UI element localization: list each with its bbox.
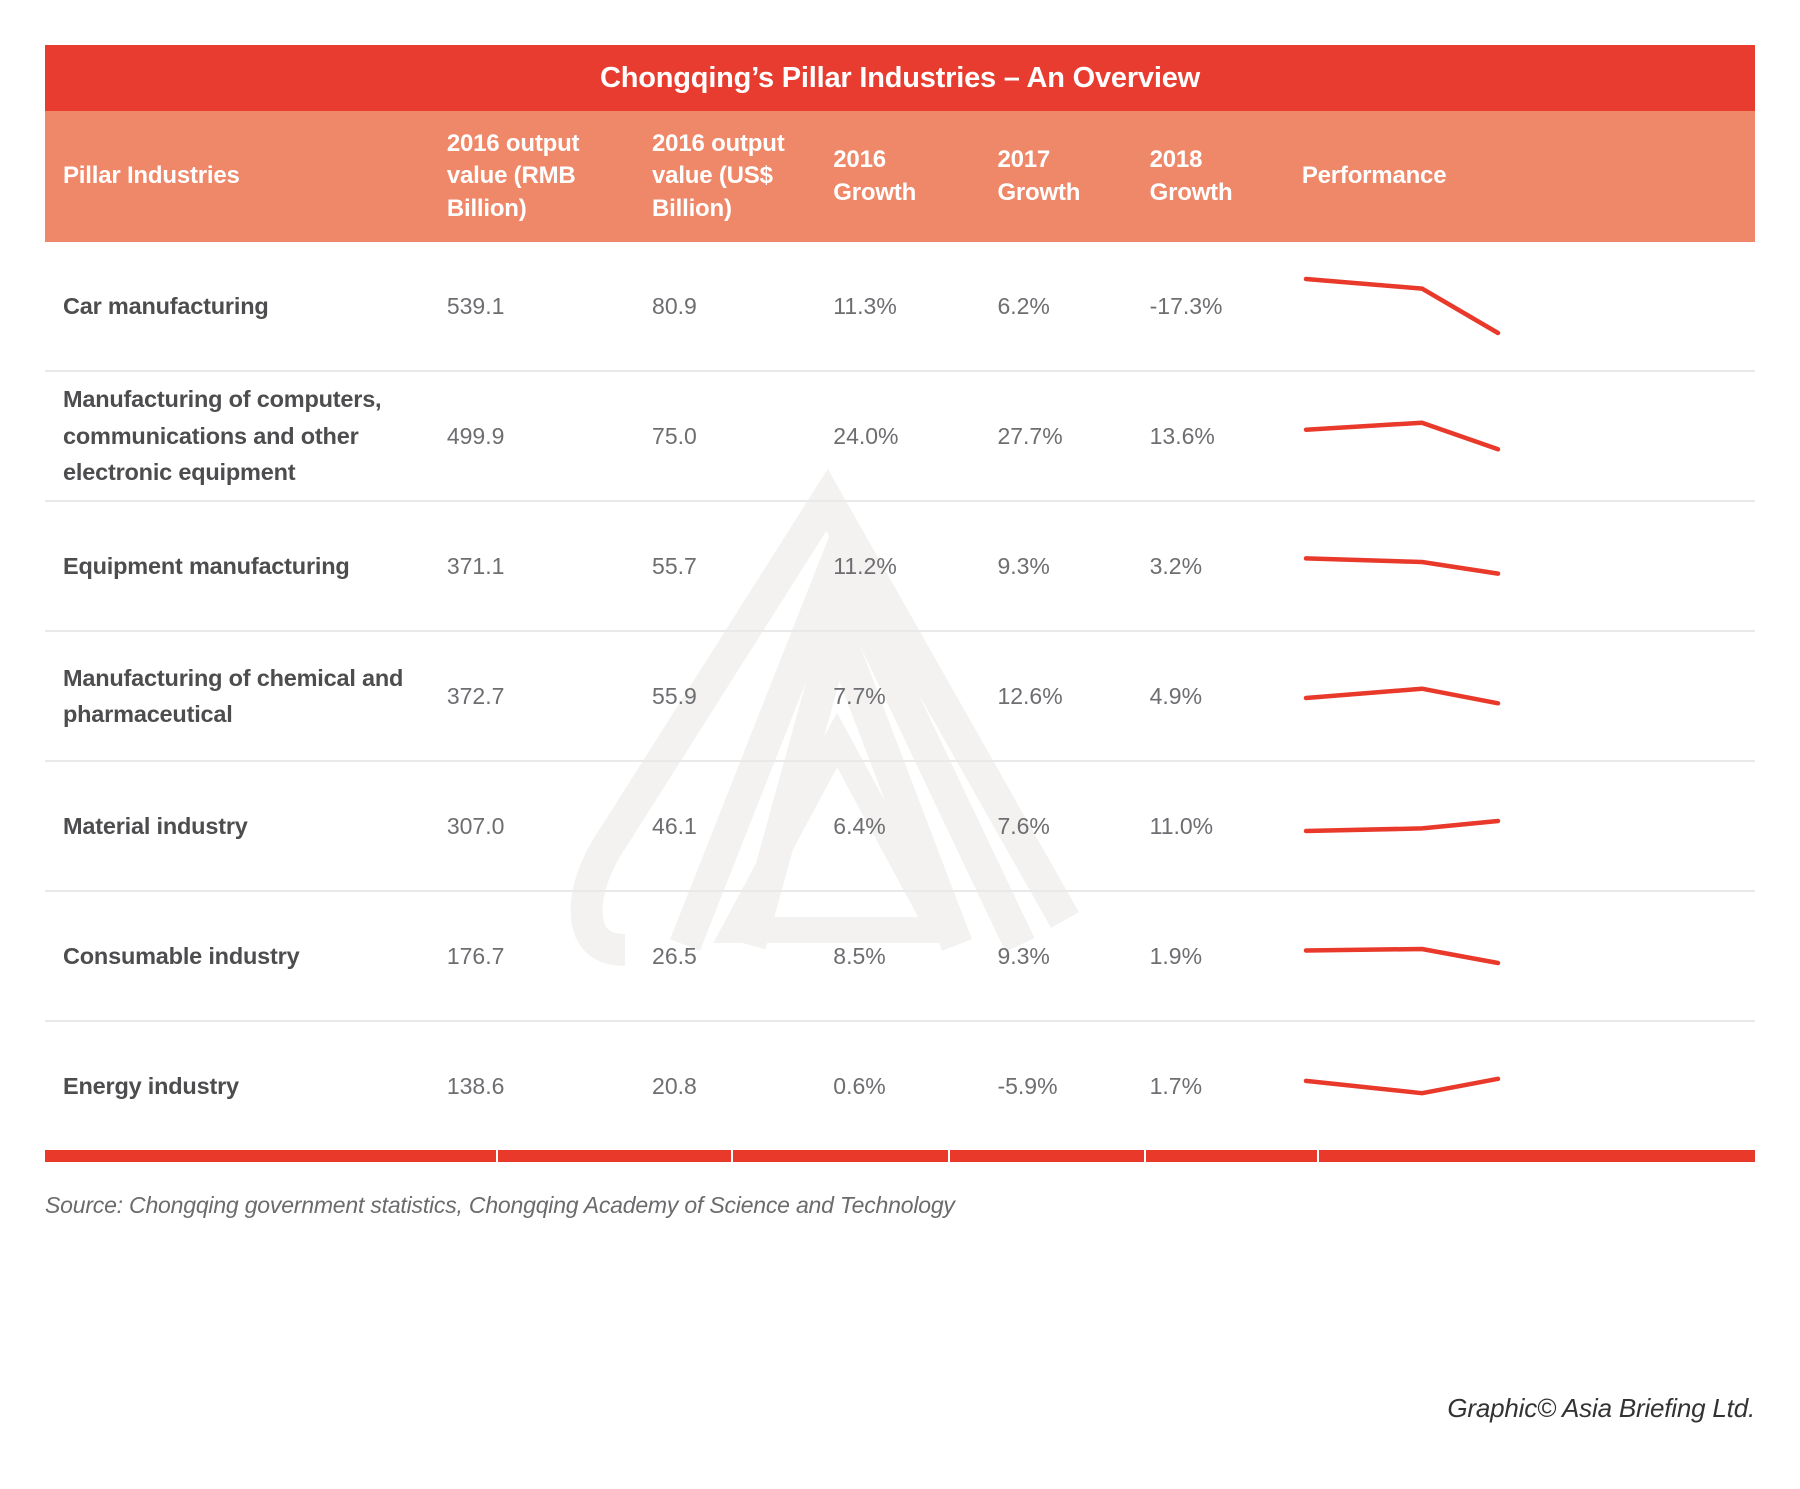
table-row: Material industry 307.0 46.1 6.4% 7.6% 1… — [45, 762, 1755, 892]
header-performance: Performance — [1301, 162, 1447, 190]
output-rmb-value: 372.7 — [446, 682, 505, 709]
header-growth-2017: 2017 Growth — [997, 146, 1081, 206]
growth-2016-value: 7.7% — [833, 682, 886, 709]
table-row: Car manufacturing 539.1 80.9 11.3% 6.2% … — [45, 242, 1755, 372]
bottom-rule-segment — [950, 1150, 1144, 1162]
table-row: Equipment manufacturing 371.1 55.7 11.2%… — [45, 502, 1755, 632]
growth-2018-value: 11.0% — [1149, 812, 1214, 839]
industry-name: Manufacturing of chemical and pharmaceut… — [63, 664, 404, 727]
performance-sparkline-icon — [1303, 946, 1501, 966]
header-output-rmb: 2016 output value (RMB Billion) — [446, 129, 580, 222]
performance-sparkline-icon — [1303, 556, 1501, 576]
growth-2018-value: 13.6% — [1149, 422, 1215, 449]
growth-2018-value: 4.9% — [1149, 682, 1203, 709]
output-rmb-value: 138.6 — [446, 1072, 505, 1099]
output-rmb-value: 499.9 — [446, 422, 505, 449]
table-row: Consumable industry 176.7 26.5 8.5% 9.3%… — [45, 892, 1755, 1022]
output-usd-value: 55.7 — [652, 552, 697, 579]
industry-name: Material industry — [63, 812, 248, 839]
output-usd-value: 55.9 — [652, 682, 697, 709]
source-note: Source: Chongqing government statistics,… — [45, 1192, 955, 1218]
industry-name: Manufacturing of computers, communicatio… — [63, 386, 382, 486]
industry-name: Equipment manufacturing — [63, 552, 350, 579]
growth-2017-value: 6.2% — [997, 292, 1050, 319]
table-row: Manufacturing of chemical and pharmaceut… — [45, 632, 1755, 762]
performance-cell — [1302, 531, 1755, 601]
growth-2017-value: 9.3% — [997, 942, 1050, 969]
output-rmb-value: 307.0 — [446, 812, 505, 839]
performance-cell — [1302, 271, 1755, 341]
header-growth-2016: 2016 Growth — [833, 146, 917, 206]
output-usd-value: 80.9 — [652, 292, 697, 319]
performance-sparkline-icon — [1303, 276, 1501, 336]
output-rmb-value: 539.1 — [446, 292, 505, 319]
performance-sparkline-icon — [1303, 1076, 1501, 1096]
bottom-rule-segment — [1318, 1150, 1755, 1162]
header-growth-2018: 2018 Growth — [1149, 146, 1233, 206]
performance-cell — [1302, 1051, 1755, 1121]
pillar-industries-table: Chongqing’s Pillar Industries – An Overv… — [45, 45, 1755, 1219]
performance-cell — [1302, 791, 1755, 861]
growth-2017-value: 12.6% — [997, 682, 1063, 709]
header-output-usd: 2016 output value (US$ Billion) — [652, 129, 785, 222]
growth-2018-value: -17.3% — [1149, 292, 1223, 319]
bottom-rule-segment — [498, 1150, 731, 1162]
table-row: Manufacturing of computers, communicatio… — [45, 372, 1755, 502]
table-body: Car manufacturing 539.1 80.9 11.3% 6.2% … — [45, 242, 1755, 1150]
table-title: Chongqing’s Pillar Industries – An Overv… — [45, 45, 1755, 111]
growth-2018-value: 1.7% — [1149, 1072, 1203, 1099]
performance-cell — [1302, 661, 1755, 731]
output-usd-value: 20.8 — [652, 1072, 697, 1099]
header-pillar-industries: Pillar Industries — [63, 162, 240, 190]
growth-2017-value: -5.9% — [997, 1072, 1058, 1099]
growth-2017-value: 27.7% — [997, 422, 1063, 449]
growth-2017-value: 9.3% — [997, 552, 1050, 579]
table-row: Energy industry 138.6 20.8 0.6% -5.9% 1.… — [45, 1022, 1755, 1150]
industry-name: Car manufacturing — [63, 292, 269, 319]
growth-2016-value: 8.5% — [833, 942, 886, 969]
growth-2016-value: 24.0% — [833, 422, 899, 449]
industry-name: Energy industry — [63, 1072, 239, 1099]
growth-2016-value: 11.2% — [833, 552, 897, 579]
growth-2016-value: 11.3% — [833, 292, 897, 319]
industry-name: Consumable industry — [63, 942, 300, 969]
performance-cell — [1302, 401, 1755, 471]
growth-2018-value: 3.2% — [1149, 552, 1203, 579]
bottom-rule-segment — [732, 1150, 949, 1162]
graphic-credit: Graphic© Asia Briefing Ltd. — [1447, 1393, 1755, 1423]
bottom-rule-segment — [1145, 1150, 1317, 1162]
table-header-row: Pillar Industries 2016 output value (RMB… — [45, 111, 1755, 242]
table-bottom-rule — [45, 1150, 1755, 1162]
output-usd-value: 26.5 — [652, 942, 697, 969]
growth-2017-value: 7.6% — [997, 812, 1050, 839]
growth-2018-value: 1.9% — [1149, 942, 1203, 969]
performance-sparkline-icon — [1303, 420, 1501, 452]
performance-sparkline-icon — [1303, 686, 1501, 706]
performance-sparkline-icon — [1303, 818, 1501, 834]
bottom-rule-segment — [45, 1150, 497, 1162]
output-usd-value: 75.0 — [652, 422, 697, 449]
growth-2016-value: 0.6% — [833, 1072, 886, 1099]
growth-2016-value: 6.4% — [833, 812, 886, 839]
output-rmb-value: 371.1 — [446, 552, 505, 579]
performance-cell — [1302, 921, 1755, 991]
output-rmb-value: 176.7 — [446, 942, 505, 969]
output-usd-value: 46.1 — [652, 812, 697, 839]
